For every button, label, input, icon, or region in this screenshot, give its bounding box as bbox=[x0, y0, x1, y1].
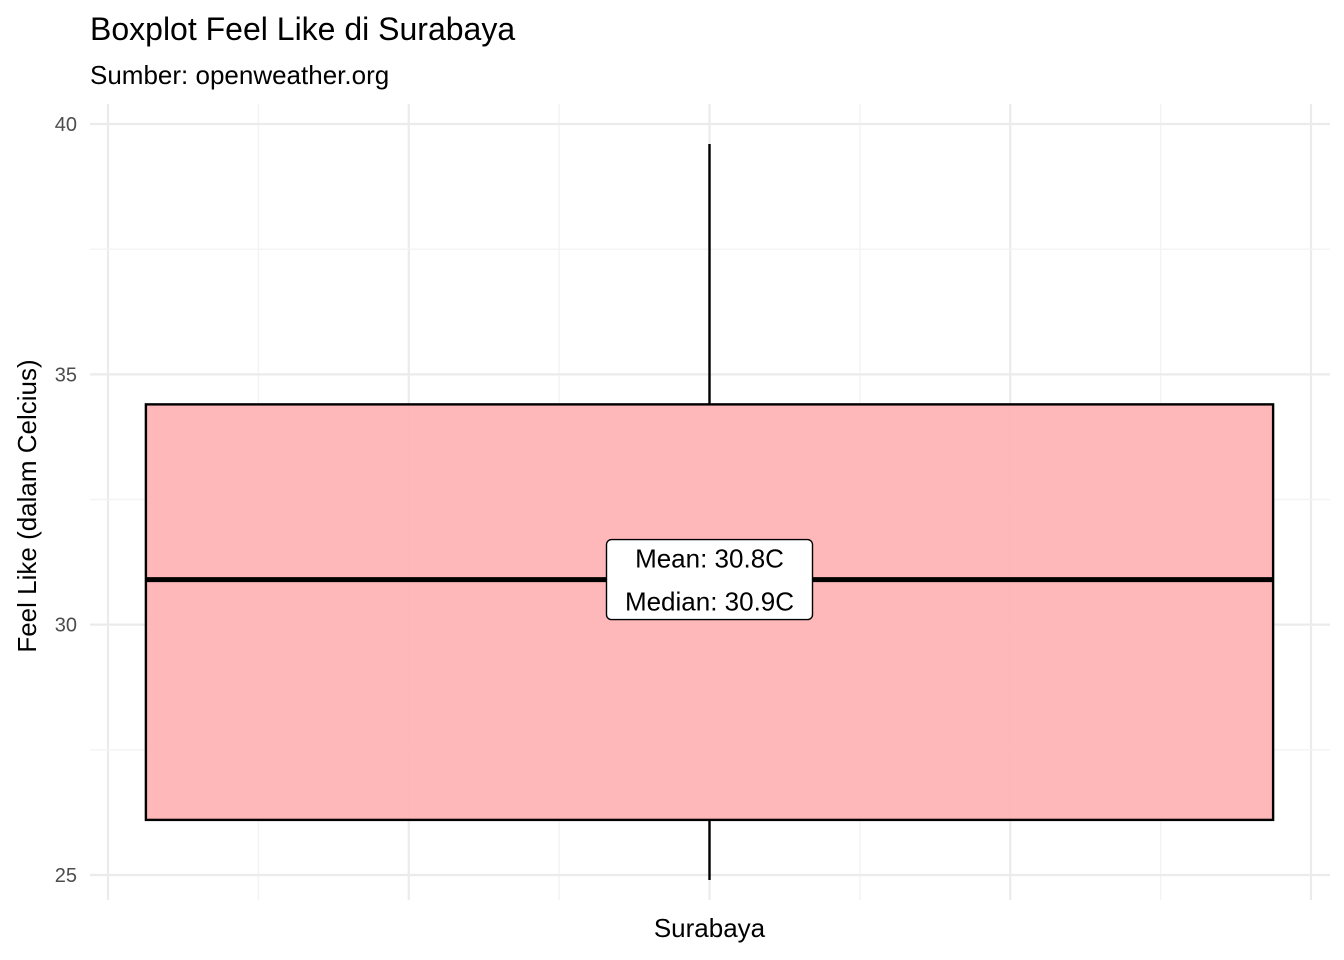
chart-subtitle: Sumber: openweather.org bbox=[90, 60, 389, 90]
annotation-mean: Mean: 30.8C bbox=[635, 544, 784, 574]
chart-title: Boxplot Feel Like di Surabaya bbox=[90, 11, 515, 47]
annotation-box bbox=[605, 538, 814, 621]
y-tick-label: 30 bbox=[55, 615, 77, 637]
annotation-median: Median: 30.9C bbox=[625, 587, 794, 617]
y-tick-label: 40 bbox=[55, 114, 77, 136]
x-tick-label: Surabaya bbox=[654, 913, 766, 943]
x-axis-ticks: Surabaya bbox=[654, 913, 766, 943]
y-axis-ticks: 25 30 35 40 bbox=[55, 114, 77, 887]
y-tick-label: 35 bbox=[55, 364, 77, 386]
box-group: Mean: 30.8C Median: 30.9C bbox=[144, 144, 1275, 880]
boxes: Mean: 30.8C Median: 30.9C bbox=[144, 144, 1275, 880]
y-axis-title: Feel Like (dalam Celcius) bbox=[12, 359, 42, 652]
y-tick-label: 25 bbox=[55, 865, 77, 887]
